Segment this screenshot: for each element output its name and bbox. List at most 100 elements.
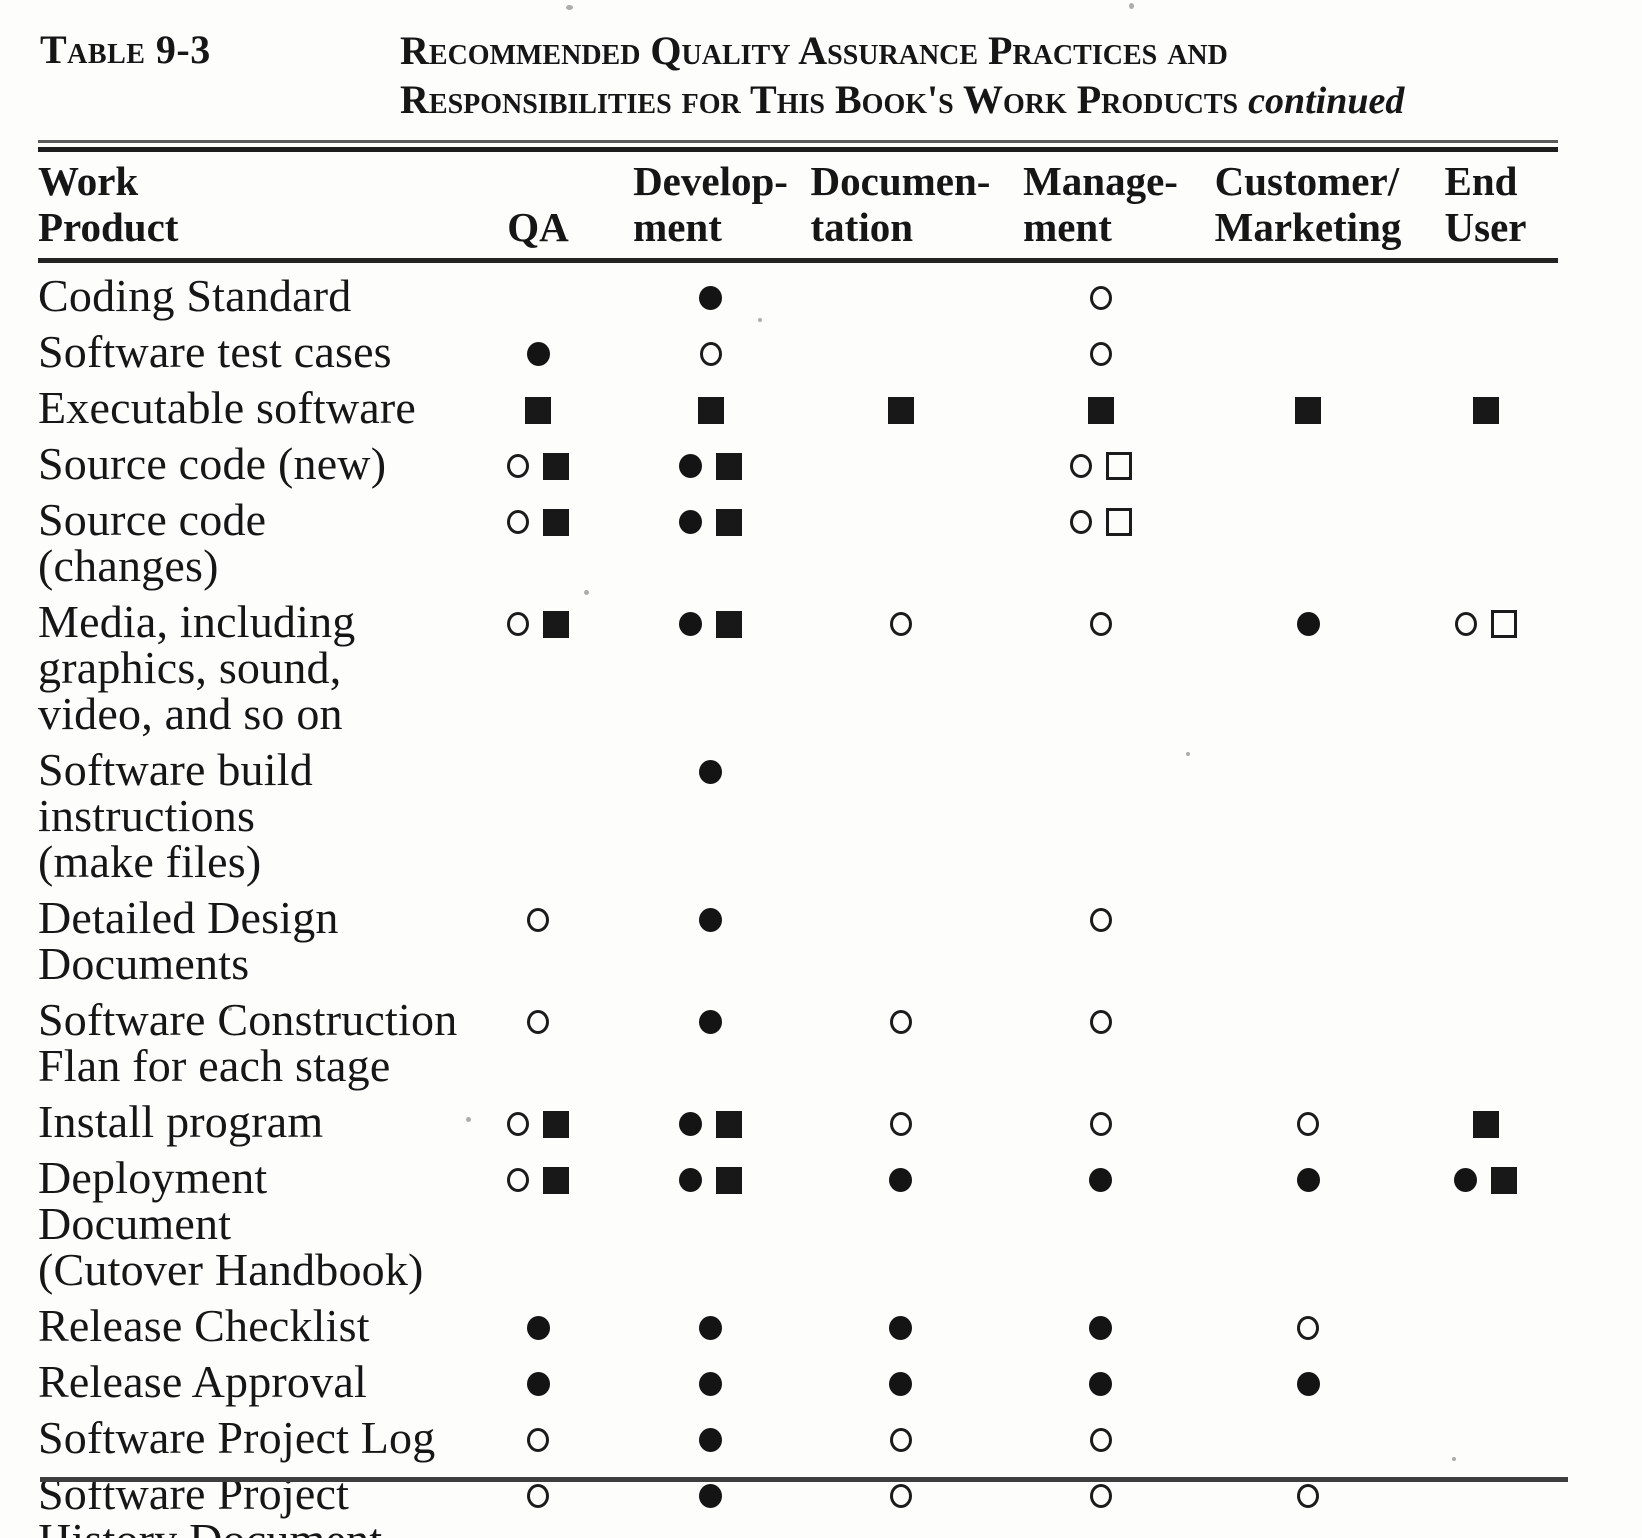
responsibility-cell-development [618, 1405, 803, 1461]
symbol-filled-circle [679, 454, 702, 479]
responsibility-cell-end-user [1413, 431, 1558, 487]
work-product-label: Software Construction Flan for each stage [38, 987, 458, 1089]
work-product-label-line: History Document [38, 1517, 458, 1538]
column-header-text: End User [1445, 158, 1527, 250]
symbol-open-circle [1089, 612, 1112, 637]
work-product-label-line: Coding Standard [38, 270, 352, 321]
table-row: Media, including graphics, sound, video, a… [38, 589, 1558, 737]
symbol-filled-circle [699, 1316, 722, 1341]
responsibility-cell-end-user [1413, 1089, 1558, 1145]
column-header-work-product: Work Product [38, 152, 458, 263]
continued-marker: continued [1248, 80, 1405, 122]
responsibility-cell-development [618, 431, 803, 487]
symbol-filled-circle [699, 1428, 722, 1453]
table-header: Work Product QA Develop-ment Documen-tation M… [38, 152, 1558, 263]
header-row: Work Product QA Develop-ment Documen-tation M… [38, 152, 1558, 263]
symbol-filled-circle [889, 1316, 912, 1341]
work-product-label-line: Flan for each stage [38, 1040, 391, 1091]
table-row: Detailed Design Documents [38, 885, 1558, 987]
responsibility-cell-management [998, 737, 1203, 885]
work-product-label: Media, including graphics, sound, video, a… [38, 589, 458, 737]
responsibility-cell-customer-marketing [1203, 319, 1413, 375]
scan-speck [566, 5, 573, 10]
scan-speck [1129, 3, 1134, 9]
symbol-open-circle [1089, 908, 1112, 933]
symbol-filled-square [716, 452, 742, 480]
symbol-filled-circle [699, 1010, 722, 1035]
responsibility-cell-end-user [1413, 1293, 1558, 1349]
responsibility-cell-qa [458, 1349, 618, 1405]
symbol-filled-circle [526, 1372, 550, 1397]
symbol-open-square [1490, 610, 1517, 639]
responsibility-cell-management [998, 1405, 1203, 1461]
symbol-open-circle [527, 1484, 549, 1509]
column-header-management: Manage-ment [998, 152, 1203, 263]
header-line: Product [38, 204, 179, 250]
responsibility-cell-qa [458, 431, 618, 487]
responsibility-cell-qa [458, 1405, 618, 1461]
table-row: Software ProjectHistory Document [38, 1461, 1558, 1538]
responsibility-cell-customer-marketing [1203, 261, 1413, 320]
symbol-open-circle [507, 612, 529, 637]
responsibility-cell-qa [458, 589, 618, 737]
work-product-label-line: Release Approval [38, 1356, 367, 1407]
responsibility-cell-qa [458, 375, 618, 431]
responsibility-cell-development [618, 885, 803, 987]
symbol-open-circle [527, 908, 549, 933]
work-product-label-line: Media, including [38, 596, 356, 647]
column-header-end-user: End User [1413, 152, 1558, 263]
symbol-filled-square [525, 396, 551, 424]
symbol-open-square [1105, 508, 1132, 537]
responsibility-cell-development [618, 1089, 803, 1145]
symbol-filled-circle [679, 510, 702, 535]
table-number-label: Table 9-3 [40, 27, 211, 72]
responsibility-cell-end-user [1413, 319, 1558, 375]
work-product-label: Release Checklist [38, 1293, 458, 1349]
symbol-open-circle [507, 1112, 529, 1137]
symbol-open-circle [1069, 510, 1092, 535]
responsibility-cell-end-user [1413, 885, 1558, 987]
responsibility-matrix-table: Work Product QA Develop-ment Documen-tation M… [38, 152, 1558, 1538]
top-double-rule [38, 140, 1558, 152]
table-row: Release Approval [38, 1349, 1558, 1405]
responsibility-cell-customer-marketing [1203, 1089, 1413, 1145]
symbol-open-circle [1089, 1112, 1112, 1137]
work-product-label: Release Approval [38, 1349, 458, 1405]
responsibility-cell-customer-marketing [1203, 1461, 1413, 1538]
responsibility-cell-end-user [1413, 1349, 1558, 1405]
responsibility-cell-management [998, 589, 1203, 737]
table-row: Software build instructions (make files) [38, 737, 1558, 885]
responsibility-cell-qa [458, 987, 618, 1089]
symbol-open-circle [507, 1168, 529, 1193]
responsibility-cell-customer-marketing [1203, 737, 1413, 885]
work-product-label-line: Software test cases [38, 326, 392, 377]
column-header-text: QA [507, 204, 569, 250]
responsibility-cell-end-user [1413, 1461, 1558, 1538]
symbol-filled-square [716, 1110, 742, 1138]
work-product-label-line: video, and so on [38, 688, 343, 739]
responsibility-cell-management [998, 1293, 1203, 1349]
responsibility-cell-development [618, 319, 803, 375]
symbol-filled-square [1472, 1110, 1499, 1138]
responsibility-cell-management [998, 431, 1203, 487]
symbol-filled-circle [526, 342, 550, 367]
responsibility-cell-development [618, 487, 803, 589]
responsibility-cell-documentation [803, 1349, 998, 1405]
work-product-label-line: graphics, sound, [38, 642, 342, 693]
symbol-filled-circle [889, 1372, 912, 1397]
symbol-filled-circle [699, 1372, 722, 1397]
responsibility-cell-documentation [803, 1293, 998, 1349]
symbol-open-circle [889, 1428, 912, 1453]
responsibility-cell-management [998, 1461, 1203, 1538]
responsibility-cell-end-user [1413, 375, 1558, 431]
table-title-line2: Responsibilities for This Book's Work Pr… [400, 77, 1405, 122]
work-product-label-line: Detailed Design [38, 892, 339, 943]
work-product-label-line: Install program [38, 1096, 324, 1147]
table-row: Source code (changes) [38, 487, 1558, 589]
symbol-open-circle [699, 342, 722, 367]
work-product-label-line: Release Checklist [38, 1300, 370, 1351]
symbol-filled-square [716, 1166, 742, 1194]
symbol-filled-square [1472, 396, 1499, 424]
header-line: Documen- [810, 158, 991, 204]
responsibility-cell-customer-marketing [1203, 1293, 1413, 1349]
